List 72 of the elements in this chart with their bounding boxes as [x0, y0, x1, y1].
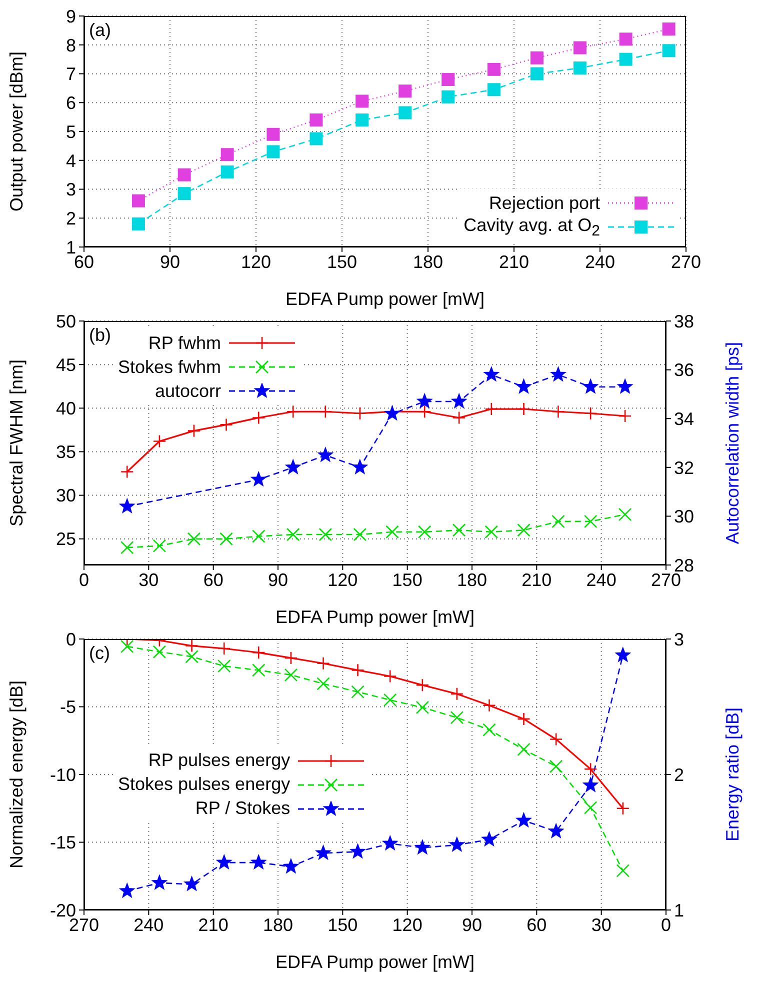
y2-tick-label: 32 — [674, 458, 694, 478]
x-tick-label: 90 — [268, 570, 288, 590]
y-tick-label: 2 — [66, 208, 76, 229]
x-tick-label: 240 — [586, 570, 616, 590]
y2-axis-title: Energy ratio [dB] — [722, 707, 742, 842]
y-tick-label: 5 — [66, 122, 76, 142]
legend-label: Cavity avg. at O$_{2}$ — [464, 214, 600, 240]
y-tick-label: 40 — [56, 398, 76, 419]
x-tick-label: 0 — [660, 914, 672, 935]
y2-tick-label: 34 — [674, 408, 694, 429]
x-tick-label: 90 — [462, 914, 482, 935]
y-tick-label: 1 — [66, 237, 76, 258]
y-tick-label: 8 — [66, 35, 76, 56]
x-tick-label: 240 — [584, 252, 616, 272]
x-tick-label: 60 — [203, 570, 224, 590]
y-tick-label: 6 — [66, 93, 76, 114]
annotation: (b) — [89, 325, 111, 346]
y-tick-label: 35 — [56, 442, 76, 462]
x-tick-label: 270 — [670, 252, 702, 272]
y-tick-label: 7 — [66, 64, 76, 84]
y-tick-label: -15 — [50, 832, 76, 853]
y2-axis-title: Autocorrelation width [ps] — [722, 342, 742, 544]
y-tick-label: -5 — [60, 697, 76, 718]
y-tick-label: 45 — [56, 354, 76, 375]
x-tick-label: 180 — [262, 914, 294, 935]
x-tick-label: 0 — [78, 570, 90, 590]
y-tick-label: 3 — [66, 180, 76, 200]
x-tick-label: 30 — [138, 570, 159, 590]
y2-tick-label: 1 — [674, 900, 684, 920]
x-tick-label: 210 — [522, 570, 552, 590]
y-tick-label: 9 — [66, 6, 76, 26]
y-axis-title: Normalized energy [dB] — [6, 680, 26, 869]
x-tick-label: 150 — [326, 252, 358, 272]
x-tick-label: 150 — [392, 570, 422, 590]
x-tick-label: 210 — [498, 252, 530, 272]
y2-tick-label: 36 — [674, 360, 694, 380]
x-tick-label: 180 — [456, 570, 488, 590]
y2-tick-label: 2 — [674, 764, 684, 785]
x-tick-label: 240 — [134, 914, 164, 935]
x-tick-label: 210 — [198, 914, 228, 935]
legend-label: RP / Stokes — [195, 798, 290, 819]
y2-tick-label: 30 — [674, 506, 694, 527]
y-axis-title: Output power [dBm] — [6, 51, 26, 212]
y-tick-label: -10 — [50, 764, 76, 785]
x-tick-label: 90 — [160, 252, 180, 272]
x-tick-label: 180 — [412, 252, 444, 272]
legend-label: RP pulses energy — [148, 750, 290, 771]
legend-label: Stokes fwhm — [118, 356, 222, 378]
y2-tick-label: 3 — [674, 629, 684, 650]
y-tick-label: 4 — [66, 150, 76, 171]
x-tick-label: 60 — [74, 252, 94, 272]
x-tick-label: 120 — [328, 570, 358, 590]
y-tick-label: 25 — [56, 529, 76, 550]
x-tick-label: 60 — [526, 914, 547, 935]
x-tick-label: 120 — [392, 914, 422, 935]
annotation: (a) — [89, 20, 111, 41]
legend-label: Rejection port — [488, 192, 600, 214]
x-tick-label: 150 — [328, 914, 358, 935]
y-axis-title: Spectral FWHM [nm] — [6, 359, 26, 527]
annotation: (c) — [89, 643, 110, 664]
legend-label: Stokes pulses energy — [118, 774, 290, 795]
legend-label: autocorr — [155, 380, 222, 402]
x-axis-title: EDFA Pump power [mW] — [275, 607, 475, 627]
y-tick-label: 50 — [56, 311, 76, 332]
x-axis-title: EDFA Pump power [mW] — [275, 952, 475, 972]
x-tick-label: 120 — [240, 252, 272, 272]
x-tick-label: 30 — [591, 914, 612, 935]
legend-label: RP fwhm — [148, 332, 222, 354]
y-tick-label: 30 — [56, 486, 76, 506]
y2-tick-label: 38 — [674, 311, 694, 332]
x-axis-title: EDFA Pump power [mW] — [285, 289, 485, 309]
y-tick-label: 0 — [66, 629, 76, 650]
